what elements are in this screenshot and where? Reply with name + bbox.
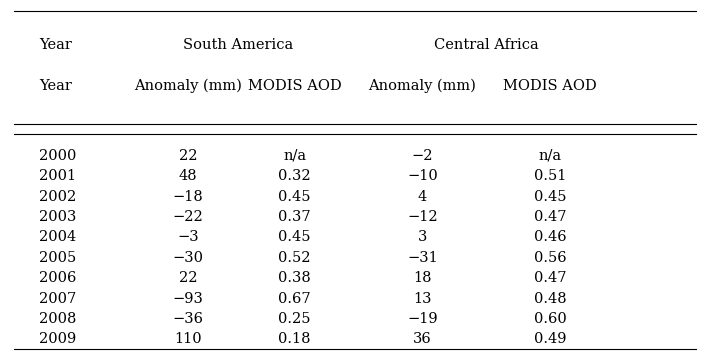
Text: 2002: 2002 [39, 189, 76, 204]
Text: 2003: 2003 [39, 210, 77, 224]
Text: 0.45: 0.45 [278, 189, 311, 204]
Text: −36: −36 [173, 312, 204, 326]
Text: 0.45: 0.45 [534, 189, 567, 204]
Text: 0.37: 0.37 [278, 210, 311, 224]
Text: 36: 36 [413, 332, 432, 347]
Text: 0.51: 0.51 [534, 169, 567, 183]
Text: −3: −3 [178, 230, 199, 245]
Text: Anomaly (mm): Anomaly (mm) [368, 79, 476, 93]
Text: Year: Year [39, 38, 72, 52]
Text: 0.46: 0.46 [534, 230, 567, 245]
Text: −12: −12 [407, 210, 438, 224]
Text: −2: −2 [412, 149, 433, 163]
Text: 3: 3 [417, 230, 427, 245]
Text: 0.47: 0.47 [534, 271, 567, 285]
Text: −30: −30 [173, 251, 204, 265]
Text: 110: 110 [175, 332, 202, 347]
Text: 13: 13 [413, 291, 432, 306]
Text: 0.48: 0.48 [534, 291, 567, 306]
Text: 0.47: 0.47 [534, 210, 567, 224]
Text: 22: 22 [179, 149, 197, 163]
Text: 0.67: 0.67 [278, 291, 311, 306]
Text: 2001: 2001 [39, 169, 76, 183]
Text: 0.32: 0.32 [278, 169, 311, 183]
Text: MODIS AOD: MODIS AOD [248, 79, 342, 93]
Text: −19: −19 [407, 312, 438, 326]
Text: Central Africa: Central Africa [434, 38, 539, 52]
Text: South America: South America [182, 38, 293, 52]
Text: n/a: n/a [283, 149, 306, 163]
Text: 2005: 2005 [39, 251, 76, 265]
Text: 0.49: 0.49 [534, 332, 567, 347]
Text: 0.56: 0.56 [534, 251, 567, 265]
Text: Year: Year [39, 79, 72, 93]
Text: n/a: n/a [539, 149, 562, 163]
Text: 0.60: 0.60 [534, 312, 567, 326]
Text: 2006: 2006 [39, 271, 77, 285]
Text: −10: −10 [407, 169, 438, 183]
Text: 0.52: 0.52 [278, 251, 311, 265]
Text: 0.38: 0.38 [278, 271, 311, 285]
Text: −22: −22 [173, 210, 204, 224]
Text: 4: 4 [417, 189, 427, 204]
Text: 2008: 2008 [39, 312, 77, 326]
Text: 2007: 2007 [39, 291, 76, 306]
Text: 0.25: 0.25 [278, 312, 311, 326]
Text: −31: −31 [407, 251, 438, 265]
Text: 2004: 2004 [39, 230, 76, 245]
Text: 0.18: 0.18 [278, 332, 311, 347]
Text: 18: 18 [413, 271, 432, 285]
Text: MODIS AOD: MODIS AOD [503, 79, 597, 93]
Text: −18: −18 [173, 189, 204, 204]
Text: 2000: 2000 [39, 149, 77, 163]
Text: −93: −93 [173, 291, 204, 306]
Text: 22: 22 [179, 271, 197, 285]
Text: 2009: 2009 [39, 332, 76, 347]
Text: 0.45: 0.45 [278, 230, 311, 245]
Text: Anomaly (mm): Anomaly (mm) [134, 79, 242, 93]
Text: 48: 48 [179, 169, 197, 183]
